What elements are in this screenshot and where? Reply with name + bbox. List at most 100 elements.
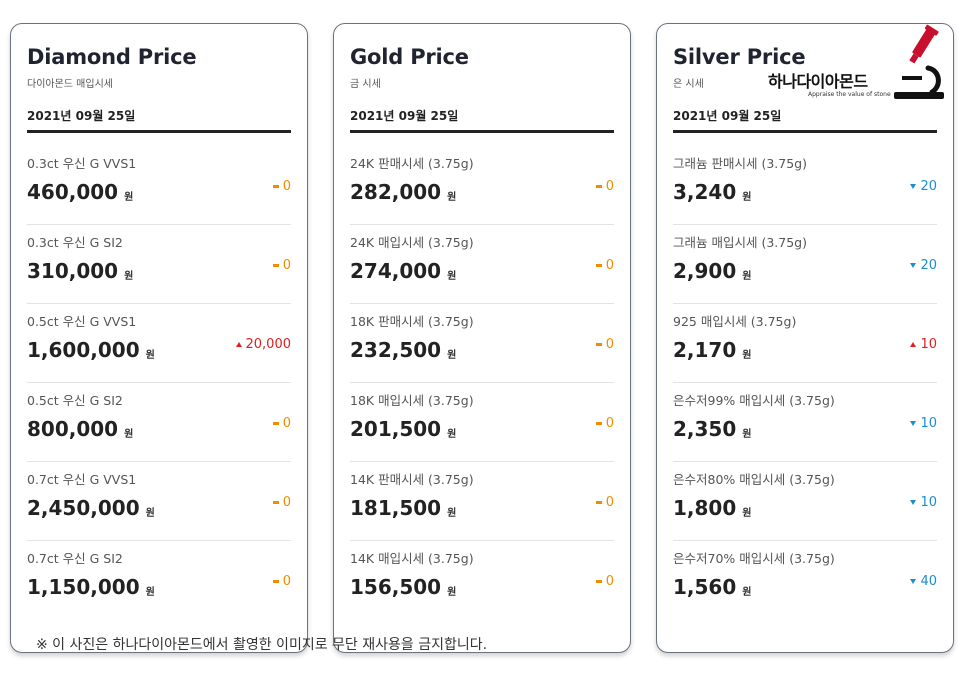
item-price: 1,800 원 [673,496,751,520]
price-value: 282,000 [350,180,442,204]
triangle-up-icon [910,342,917,347]
item-price: 274,000 원 [350,259,456,283]
price-value: 1,560 [673,575,737,599]
item-label: 24K 매입시세 (3.75g) [350,235,474,250]
card-date: 2021년 09월 25일 [350,109,459,123]
price-value: 156,500 [350,575,442,599]
price-change: 0 [272,574,291,589]
price-value: 3,240 [673,180,737,204]
logo-tagline: Appraise the value of stone [808,91,891,98]
item-price: 3,240 원 [673,180,751,204]
price-unit: 원 [742,350,752,361]
no-change-icon [595,580,602,583]
price-change: 0 [272,416,291,431]
price-row: 0.5ct 우신 G SI2 800,000 원 0 [27,383,291,462]
price-unit: 원 [145,587,155,598]
price-change: 0 [595,495,614,510]
price-unit: 원 [742,429,752,440]
price-row: 은수저80% 매입시세 (3.75g) 1,800 원 10 [673,462,937,541]
price-unit: 원 [447,271,457,282]
change-value: 0 [605,574,614,589]
price-value: 800,000 [27,417,119,441]
price-value: 2,450,000 [27,496,140,520]
price-row: 24K 판매시세 (3.75g) 282,000 원 0 [350,146,614,225]
change-value: 0 [282,416,291,431]
item-price: 1,560 원 [673,575,751,599]
card-title: Silver Price [673,45,806,69]
change-value: 20 [920,179,937,194]
price-value: 274,000 [350,259,442,283]
item-price: 181,500 원 [350,496,456,520]
price-change: 10 [910,495,937,510]
change-value: 0 [605,258,614,273]
price-row: 은수저99% 매입시세 (3.75g) 2,350 원 10 [673,383,937,462]
brand-logo: 하나다이아몬드 Appraise the value of stone [768,24,946,102]
price-unit: 원 [742,271,752,282]
change-value: 10 [920,495,937,510]
price-value: 1,150,000 [27,575,140,599]
triangle-up-icon [235,342,242,347]
price-change: 20 [910,258,937,273]
price-unit: 원 [124,429,134,440]
price-unit: 원 [124,271,134,282]
item-price: 2,170 원 [673,338,751,362]
item-label: 은수저80% 매입시세 (3.75g) [673,472,835,487]
price-row: 그래늄 판매시세 (3.75g) 3,240 원 20 [673,146,937,225]
price-value: 2,350 [673,417,737,441]
price-row: 0.7ct 우신 G VVS1 2,450,000 원 0 [27,462,291,541]
price-value: 2,900 [673,259,737,283]
change-value: 0 [282,258,291,273]
price-unit: 원 [145,508,155,519]
item-label: 그래늄 판매시세 (3.75g) [673,156,807,171]
price-unit: 원 [447,587,457,598]
change-value: 0 [605,337,614,352]
diamond-price-card: Diamond Price 다이아몬드 매입시세 2021년 09월 25일 0… [10,23,308,653]
no-change-icon [272,501,279,504]
card-subtitle: 금 시세 [350,79,381,90]
price-value: 460,000 [27,180,119,204]
price-value: 232,500 [350,338,442,362]
price-row: 14K 판매시세 (3.75g) 181,500 원 0 [350,462,614,541]
no-change-icon [595,343,602,346]
triangle-down-icon [910,421,917,426]
divider [350,130,614,133]
no-change-icon [595,185,602,188]
item-label: 925 매입시세 (3.75g) [673,314,797,329]
price-change: 0 [595,179,614,194]
change-value: 0 [605,416,614,431]
change-value: 10 [920,337,937,352]
item-price: 201,500 원 [350,417,456,441]
item-price: 460,000 원 [27,180,133,204]
price-unit: 원 [447,429,457,440]
microscope-icon [894,24,944,99]
no-change-icon [272,185,279,188]
price-change: 0 [272,179,291,194]
price-row: 14K 매입시세 (3.75g) 156,500 원 0 [350,541,614,620]
no-change-icon [595,264,602,267]
change-value: 40 [920,574,937,589]
price-unit: 원 [124,192,134,203]
item-label: 14K 매입시세 (3.75g) [350,551,474,566]
item-label: 0.5ct 우신 G SI2 [27,393,123,408]
item-price: 2,350 원 [673,417,751,441]
item-price: 232,500 원 [350,338,456,362]
item-price: 2,450,000 원 [27,496,155,520]
item-label: 0.3ct 우신 G SI2 [27,235,123,250]
price-change: 10 [910,337,937,352]
card-title: Gold Price [350,45,469,69]
no-change-icon [595,501,602,504]
price-change: 20 [910,179,937,194]
item-label: 14K 판매시세 (3.75g) [350,472,474,487]
item-price: 156,500 원 [350,575,456,599]
price-row: 0.7ct 우신 G SI2 1,150,000 원 0 [27,541,291,620]
gold-price-card: Gold Price 금 시세 2021년 09월 25일 24K 판매시세 (… [333,23,631,653]
change-value: 20,000 [245,337,292,352]
price-value: 181,500 [350,496,442,520]
no-change-icon [272,264,279,267]
divider [27,130,291,133]
price-value: 1,600,000 [27,338,140,362]
card-date: 2021년 09월 25일 [673,109,782,123]
item-price: 1,600,000 원 [27,338,155,362]
price-list: 24K 판매시세 (3.75g) 282,000 원 0 24K 매입시세 (3.75g… [350,146,614,620]
item-price: 1,150,000 원 [27,575,155,599]
